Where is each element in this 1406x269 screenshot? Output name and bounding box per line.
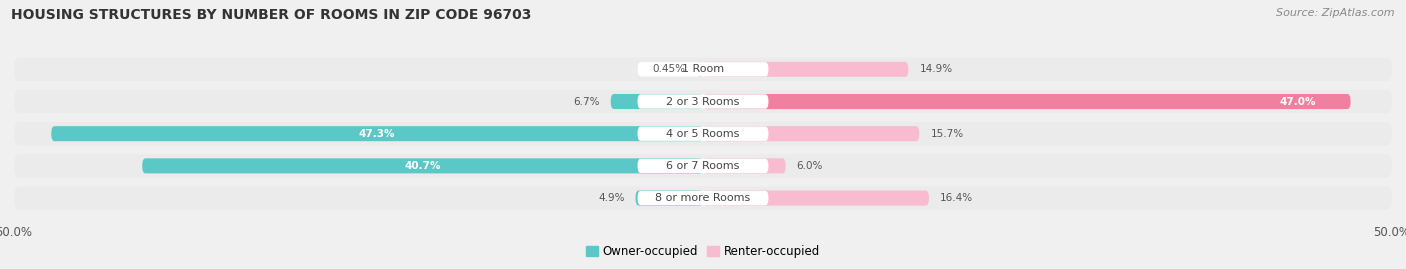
Legend: Owner-occupied, Renter-occupied: Owner-occupied, Renter-occupied [581,240,825,263]
FancyBboxPatch shape [703,94,1351,109]
FancyBboxPatch shape [697,62,703,77]
Text: 0.45%: 0.45% [652,64,686,74]
FancyBboxPatch shape [14,90,1392,113]
FancyBboxPatch shape [637,159,769,173]
FancyBboxPatch shape [610,94,703,109]
FancyBboxPatch shape [636,190,703,206]
FancyBboxPatch shape [703,158,786,174]
Text: 2 or 3 Rooms: 2 or 3 Rooms [666,97,740,107]
FancyBboxPatch shape [14,58,1392,81]
Text: 16.4%: 16.4% [941,193,973,203]
Text: 47.3%: 47.3% [359,129,395,139]
FancyBboxPatch shape [637,94,769,109]
FancyBboxPatch shape [703,190,929,206]
Text: 14.9%: 14.9% [920,64,952,74]
FancyBboxPatch shape [637,126,769,141]
FancyBboxPatch shape [637,62,769,76]
Text: 47.0%: 47.0% [1279,97,1316,107]
Text: 1 Room: 1 Room [682,64,724,74]
Text: Source: ZipAtlas.com: Source: ZipAtlas.com [1277,8,1395,18]
Text: 40.7%: 40.7% [405,161,441,171]
FancyBboxPatch shape [14,186,1392,210]
Text: 4 or 5 Rooms: 4 or 5 Rooms [666,129,740,139]
Text: 6.0%: 6.0% [797,161,823,171]
Text: 8 or more Rooms: 8 or more Rooms [655,193,751,203]
Text: 4.9%: 4.9% [598,193,624,203]
FancyBboxPatch shape [14,154,1392,178]
FancyBboxPatch shape [703,126,920,141]
Text: HOUSING STRUCTURES BY NUMBER OF ROOMS IN ZIP CODE 96703: HOUSING STRUCTURES BY NUMBER OF ROOMS IN… [11,8,531,22]
Text: 6 or 7 Rooms: 6 or 7 Rooms [666,161,740,171]
Text: 15.7%: 15.7% [931,129,963,139]
Text: 6.7%: 6.7% [574,97,599,107]
FancyBboxPatch shape [142,158,703,174]
FancyBboxPatch shape [703,62,908,77]
FancyBboxPatch shape [51,126,703,141]
FancyBboxPatch shape [14,122,1392,145]
FancyBboxPatch shape [637,191,769,205]
